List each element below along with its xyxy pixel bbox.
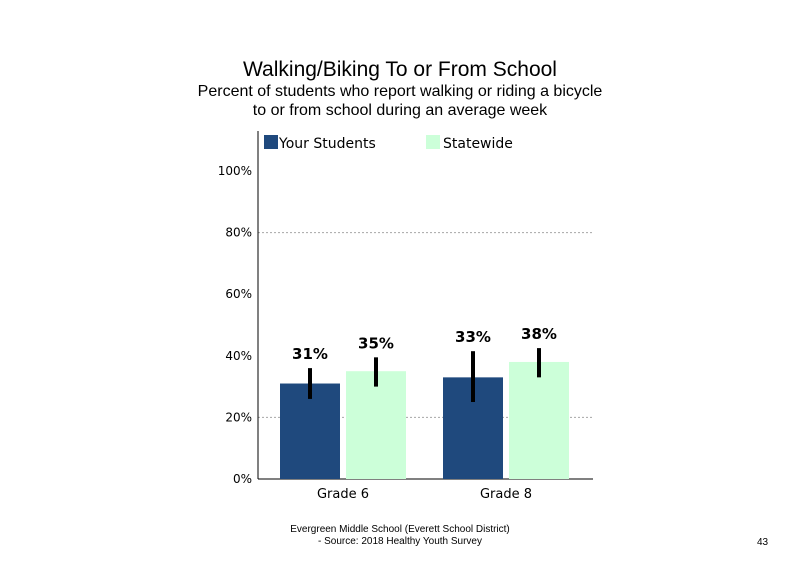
data-label: 31% xyxy=(292,345,328,363)
legend-label: Your Students xyxy=(278,136,376,152)
y-tick-label: 80% xyxy=(225,226,252,240)
chart-title: Walking/Biking To or From School xyxy=(243,58,557,81)
source-footer: Evergreen Middle School (Everett School … xyxy=(290,524,510,547)
chart-subtitle: Percent of students who report walking o… xyxy=(197,83,603,119)
data-label: 38% xyxy=(521,325,557,343)
y-tick-label: 0% xyxy=(233,472,252,486)
x-category-label: Grade 8 xyxy=(480,487,532,502)
x-category-label: Grade 6 xyxy=(317,487,369,502)
page-number: 43 xyxy=(757,537,769,548)
legend-swatch-statewide xyxy=(426,135,440,149)
bar-your-students xyxy=(280,383,340,479)
y-tick-label: 40% xyxy=(225,349,252,363)
y-tick-label: 60% xyxy=(225,287,252,301)
bar-statewide xyxy=(509,361,569,479)
data-label: 35% xyxy=(358,334,394,352)
data-label: 33% xyxy=(455,328,491,346)
legend-label: Statewide xyxy=(443,136,513,152)
y-tick-label: 100% xyxy=(218,164,252,178)
bar-statewide xyxy=(346,371,406,479)
y-tick-label: 20% xyxy=(225,410,252,424)
legend-swatch-your-students xyxy=(264,135,278,149)
